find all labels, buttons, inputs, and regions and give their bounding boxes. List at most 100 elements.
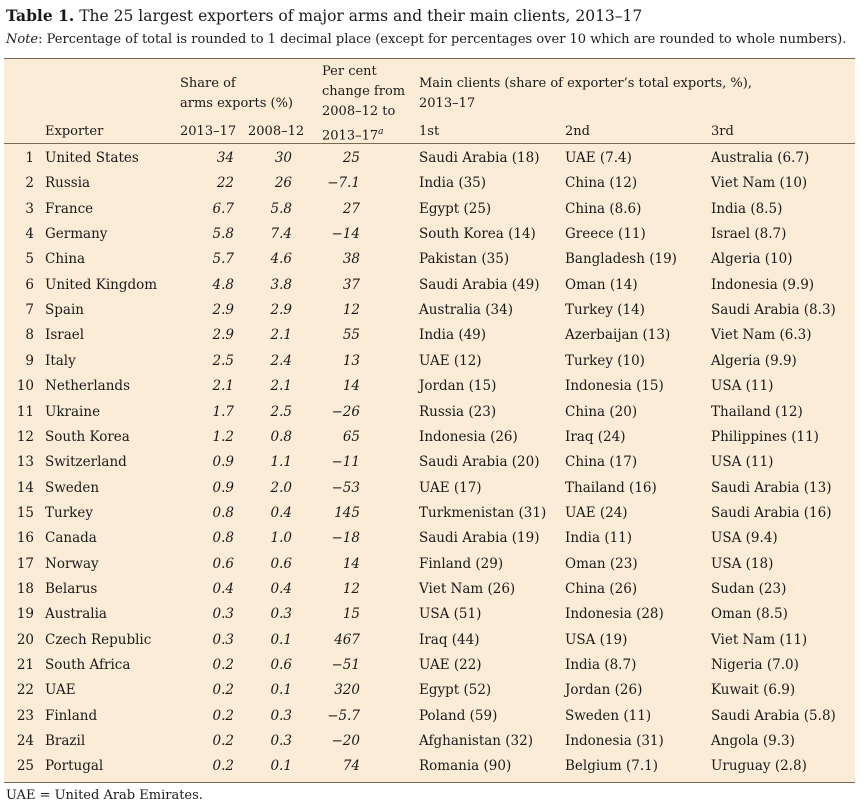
share-2013-cell: 5.8 xyxy=(212,226,234,243)
rank-cell: 2 xyxy=(25,175,34,192)
table-row: 17 Norway 0.6 0.6 14 Finland (29) Oman (23) USA… xyxy=(4,552,855,577)
client-2nd-cell: China (8.6) xyxy=(565,200,642,217)
client-2nd-cell: Bangladesh (19) xyxy=(565,251,677,268)
share-2008-cell: 5.8 xyxy=(270,200,292,217)
header-change-line3: 2008–12 to xyxy=(322,104,396,119)
client-3rd-cell: Angola (9.3) xyxy=(711,733,795,750)
client-2nd-cell: China (17) xyxy=(565,454,638,471)
change-cell: −7.1 xyxy=(327,175,360,192)
table-row: 14 Sweden 0.9 2.0 −53 UAE (17) Thailand (16) Sa… xyxy=(4,476,855,501)
share-2013-cell: 1.2 xyxy=(212,428,234,445)
share-2008-cell: 2.1 xyxy=(270,378,292,395)
client-2nd-cell: China (26) xyxy=(565,580,638,597)
change-cell: 74 xyxy=(342,758,360,775)
table-row: 21 South Africa 0.2 0.6 −51 UAE (22) India (8.… xyxy=(4,653,855,678)
header-client-2nd: 2nd xyxy=(565,124,590,139)
client-1st-cell: Saudi Arabia (19) xyxy=(419,530,540,547)
client-1st-cell: Poland (59) xyxy=(419,707,498,724)
client-2nd-cell: Azerbaijan (13) xyxy=(565,327,671,344)
client-1st-cell: Indonesia (26) xyxy=(419,428,518,445)
client-3rd-cell: USA (11) xyxy=(711,378,774,395)
share-2008-cell: 4.6 xyxy=(270,251,292,268)
share-2008-cell: 2.0 xyxy=(270,479,292,496)
table-row: 4 Germany 5.8 7.4 −14 South Korea (14) Greece … xyxy=(4,222,855,247)
table-row: 7 Spain 2.9 2.9 12 Australia (34) Turkey (14) S… xyxy=(4,298,855,323)
share-2008-cell: 0.1 xyxy=(270,758,292,775)
client-3rd-cell: USA (18) xyxy=(711,555,774,572)
rank-cell: 21 xyxy=(16,657,34,673)
share-2008-cell: 2.5 xyxy=(270,403,292,420)
exporter-cell: South Africa xyxy=(45,657,131,673)
exporter-cell: Finland xyxy=(45,707,98,724)
share-2013-cell: 6.7 xyxy=(212,200,234,217)
share-2013-cell: 0.2 xyxy=(212,758,234,775)
share-2013-cell: 2.9 xyxy=(212,302,234,319)
rank-cell: 1 xyxy=(25,150,34,166)
change-cell: −20 xyxy=(331,733,361,750)
client-3rd-cell: Viet Nam (11) xyxy=(711,631,808,648)
client-1st-cell: Iraq (44) xyxy=(419,631,480,648)
exporter-cell: France xyxy=(45,200,94,217)
share-2013-cell: 22 xyxy=(216,175,234,192)
header-client-1st: 1st xyxy=(419,124,440,139)
table-row: 20 Czech Republic 0.3 0.1 467 Iraq (44) USA (1… xyxy=(4,628,855,653)
share-2008-cell: 0.4 xyxy=(270,580,292,597)
exporter-cell: Switzerland xyxy=(45,454,127,471)
client-3rd-cell: Saudi Arabia (8.3) xyxy=(711,302,836,319)
change-cell: 320 xyxy=(334,682,360,699)
table-label: Table 1. xyxy=(6,6,75,25)
client-2nd-cell: Turkey (14) xyxy=(565,302,645,319)
share-2013-cell: 5.7 xyxy=(212,251,234,268)
share-2013-cell: 0.2 xyxy=(212,707,234,724)
rank-cell: 15 xyxy=(16,504,34,521)
change-cell: 27 xyxy=(342,200,360,217)
client-2nd-cell: Indonesia (15) xyxy=(565,378,664,395)
share-2008-cell: 30 xyxy=(274,150,292,166)
header-share-2008: 2008–12 xyxy=(248,124,305,139)
rank-cell: 22 xyxy=(16,682,34,699)
rank-cell: 8 xyxy=(25,327,34,344)
client-2nd-cell: Iraq (24) xyxy=(565,428,626,445)
rank-cell: 17 xyxy=(16,555,34,572)
share-2013-cell: 0.2 xyxy=(212,733,234,750)
exporter-cell: Sweden xyxy=(45,479,100,496)
client-3rd-cell: Oman (8.5) xyxy=(711,606,788,623)
header-share-2013: 2013–17 xyxy=(180,124,237,139)
exporter-cell: Ukraine xyxy=(45,403,101,420)
table-row: 3 France 6.7 5.8 27 Egypt (25) China (8.6) Indi… xyxy=(4,197,855,222)
exporter-cell: United Kingdom xyxy=(45,276,158,293)
share-2008-cell: 26 xyxy=(274,175,292,192)
client-3rd-cell: Nigeria (7.0) xyxy=(711,657,799,673)
change-cell: −51 xyxy=(331,657,361,673)
client-1st-cell: UAE (17) xyxy=(419,479,482,496)
change-cell: 38 xyxy=(342,251,360,268)
share-2008-cell: 3.8 xyxy=(270,276,292,293)
client-2nd-cell: UAE (7.4) xyxy=(565,150,632,166)
rank-cell: 12 xyxy=(16,428,34,445)
share-2013-cell: 34 xyxy=(216,150,234,166)
client-1st-cell: Pakistan (35) xyxy=(419,251,510,268)
rank-cell: 13 xyxy=(16,454,34,471)
client-3rd-cell: Sudan (23) xyxy=(711,580,787,597)
client-1st-cell: Finland (29) xyxy=(419,555,504,572)
share-2013-cell: 0.8 xyxy=(212,530,234,547)
client-1st-cell: India (35) xyxy=(419,175,487,192)
client-3rd-cell: Israel (8.7) xyxy=(711,226,787,243)
client-3rd-cell: Algeria (9.9) xyxy=(711,352,797,369)
change-cell: 467 xyxy=(334,631,360,648)
table-row: 24 Brazil 0.2 0.3 −20 Afghanistan (32) Indones… xyxy=(4,729,855,754)
client-3rd-cell: Saudi Arabia (13) xyxy=(711,479,832,496)
client-1st-cell: Russia (23) xyxy=(419,403,497,420)
share-2008-cell: 0.1 xyxy=(270,631,292,648)
share-2008-cell: 0.1 xyxy=(270,682,292,699)
exporter-cell: Russia xyxy=(45,175,91,192)
client-2nd-cell: Turkey (10) xyxy=(565,352,645,369)
change-cell: −5.7 xyxy=(327,707,360,724)
rank-cell: 5 xyxy=(25,251,34,268)
table-title-text: The 25 largest exporters of major arms a… xyxy=(79,7,643,25)
table-row: 1 United States 34 30 25 Saudi Arabia (18) UAE… xyxy=(4,146,855,171)
table-row: 13 Switzerland 0.9 1.1 −11 Saudi Arabia (20) C… xyxy=(4,450,855,475)
exporter-cell: China xyxy=(45,251,86,268)
client-1st-cell: Saudi Arabia (20) xyxy=(419,454,540,471)
client-3rd-cell: Algeria (10) xyxy=(711,251,793,268)
